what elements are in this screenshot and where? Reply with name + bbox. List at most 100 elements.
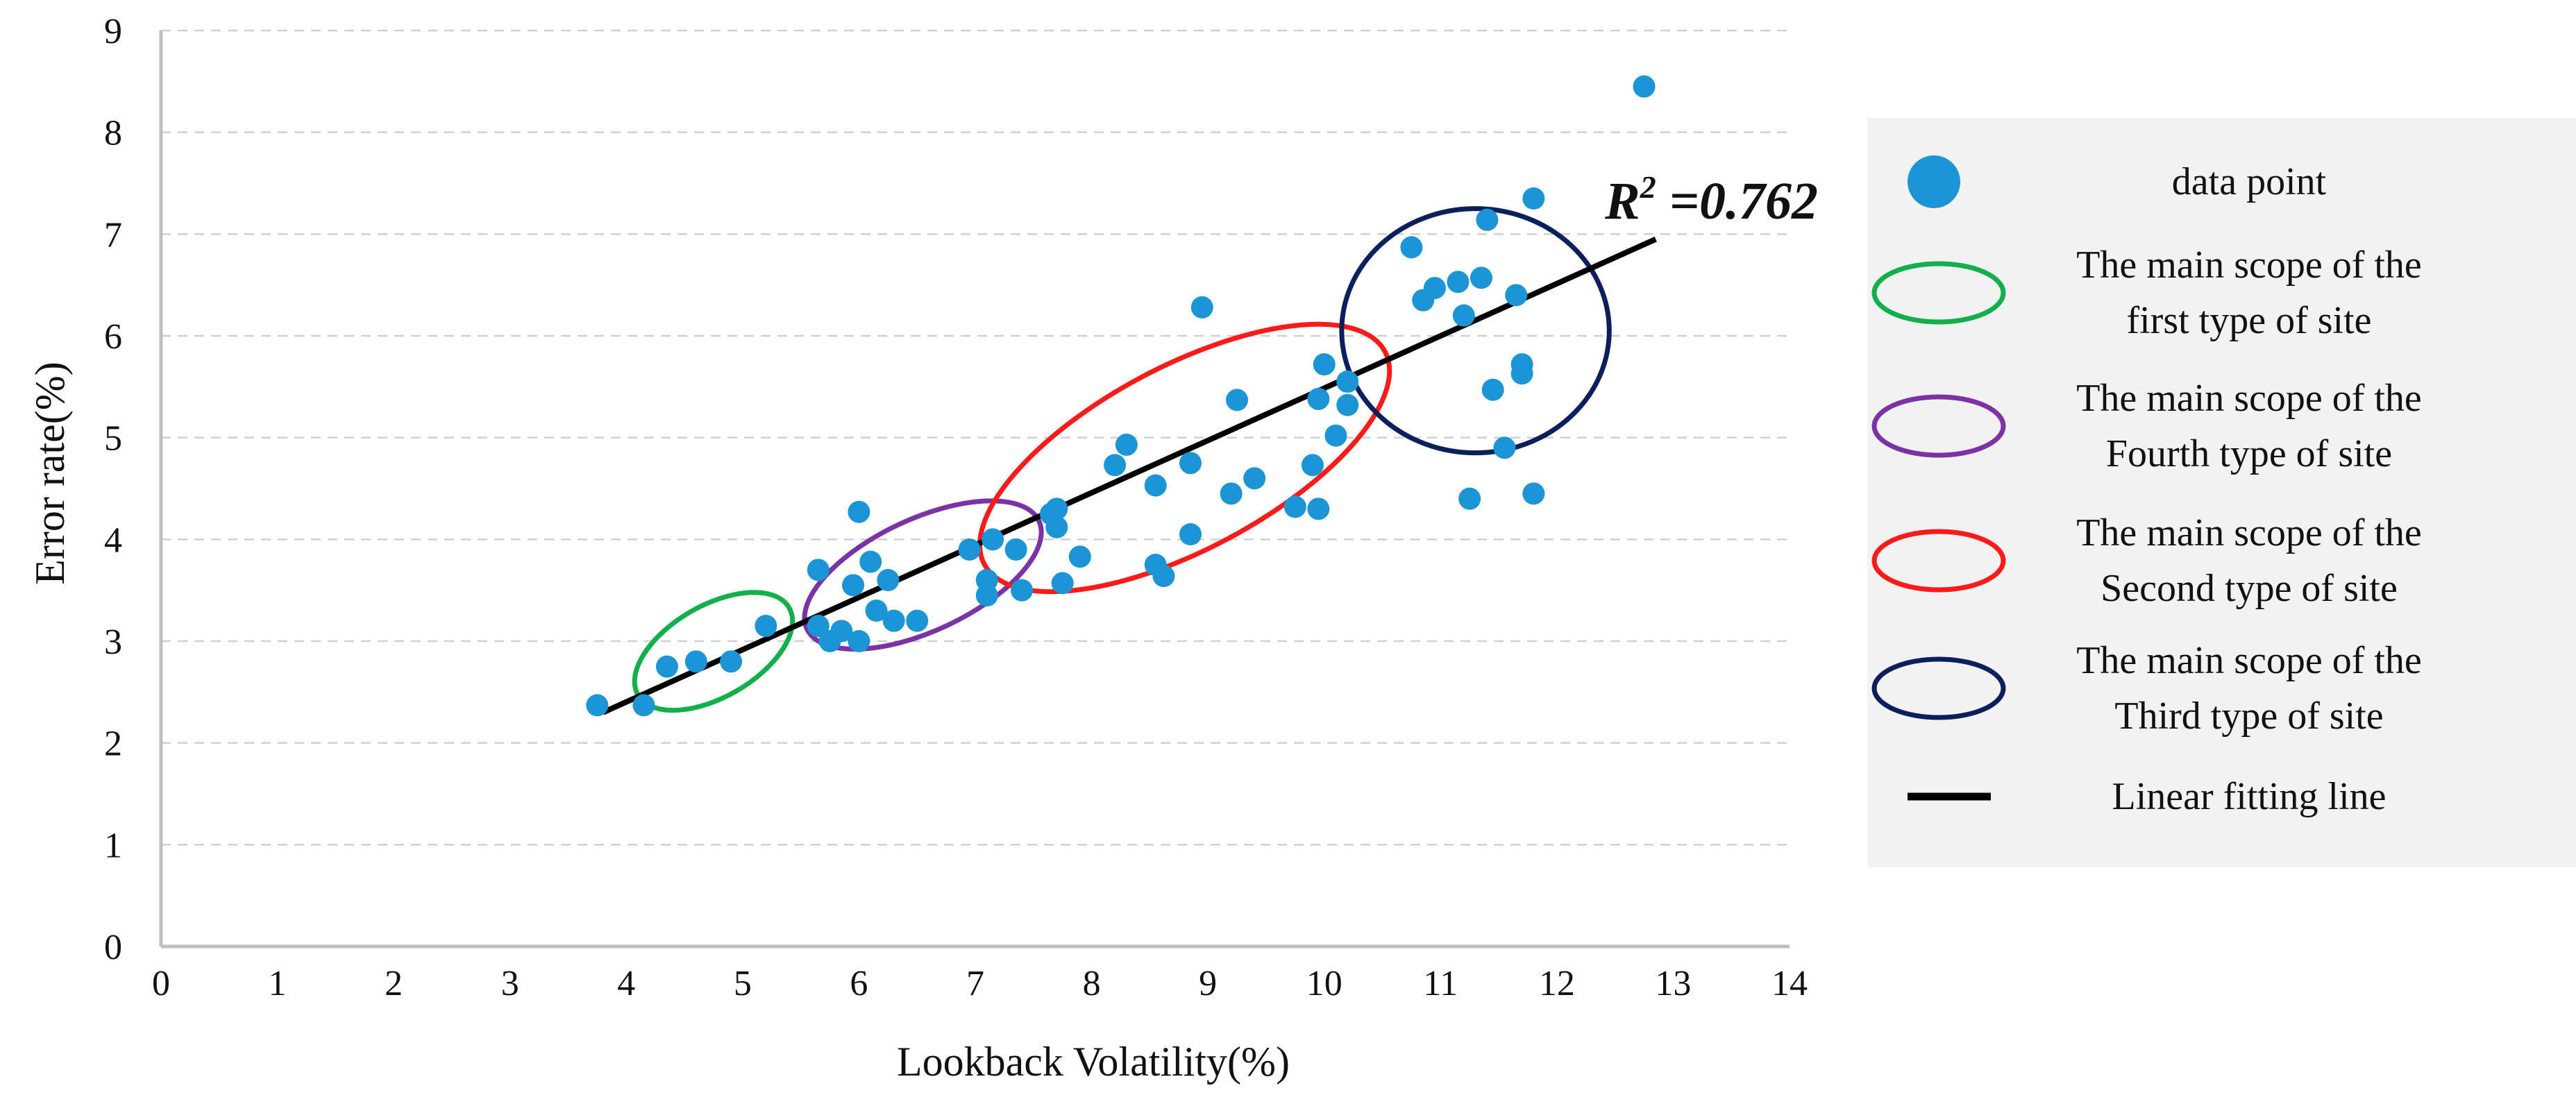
x-tick-label-11: 11: [1423, 964, 1458, 1003]
legend-linear-fit: Linear fitting line: [1908, 775, 2386, 818]
r-squared-annotation: R2 =0.762: [1604, 169, 1818, 230]
x-tick-label-14: 14: [1771, 964, 1808, 1003]
y-tick-label-7: 7: [104, 215, 122, 255]
x-tick-label-1: 1: [269, 964, 287, 1003]
data-point-30: [1115, 433, 1138, 456]
legend-linear-fit-label-0: Linear fitting line: [2112, 775, 2386, 818]
ellipse-third-type: [1339, 206, 1612, 456]
data-point-28: [1068, 545, 1091, 568]
x-tick-label-6: 6: [850, 964, 868, 1003]
data-point-10: [842, 574, 865, 597]
x-tick-label-9: 9: [1199, 964, 1217, 1003]
data-points: [586, 75, 1656, 717]
y-tick-label-2: 2: [104, 724, 122, 764]
data-point-19: [975, 569, 998, 591]
y-tick-label-9: 9: [104, 12, 122, 51]
data-point-48: [1400, 236, 1423, 259]
data-point-33: [1152, 565, 1175, 588]
data-point-27: [1051, 572, 1074, 595]
data-point-31: [1144, 474, 1167, 497]
data-point-57: [1493, 436, 1516, 459]
legend-third-type: The main scope of the Third type of site: [1871, 639, 2422, 738]
data-point-46: [1336, 393, 1359, 416]
data-point-5: [755, 615, 777, 637]
data-point-60: [1510, 362, 1533, 385]
legend-point-icon: [1908, 155, 1960, 208]
legend-fourth-type: The main scope of the Fourth type of site: [1871, 377, 2422, 475]
legend-fourth-type-icon: [1871, 394, 2006, 458]
y-tick-label-6: 6: [104, 317, 122, 357]
data-point-52: [1452, 304, 1475, 327]
data-point-51: [1447, 271, 1470, 294]
legend-first-type-label-1: first type of site: [2126, 299, 2371, 342]
r-squared-prefix: R: [1604, 172, 1640, 230]
x-tick-label-13: 13: [1655, 964, 1691, 1003]
legend-third-type-icon: [1871, 656, 2006, 720]
data-point-55: [1476, 208, 1499, 231]
legend-background: [1867, 118, 2576, 867]
data-point-12: [848, 630, 870, 652]
r-squared-sup: 2: [1640, 169, 1656, 205]
data-point-62: [1522, 482, 1545, 505]
x-tick-label-8: 8: [1083, 964, 1101, 1003]
data-point-9: [830, 620, 853, 643]
fit-line-group: [602, 237, 1657, 715]
x-tick-label-3: 3: [501, 964, 519, 1003]
y-tick-label-1: 1: [104, 826, 122, 865]
data-point-17: [906, 609, 929, 632]
x-tick-label-2: 2: [385, 964, 403, 1003]
data-point-47: [1336, 371, 1359, 393]
data-point-58: [1505, 284, 1528, 307]
data-point-38: [1226, 389, 1249, 411]
scope-ellipses: [632, 206, 1612, 713]
data-point-15: [877, 569, 900, 591]
legend-data-point-label-0: data point: [2172, 160, 2327, 203]
x-tick-label-7: 7: [966, 964, 984, 1003]
data-point-13: [859, 550, 882, 573]
data-point-0: [586, 694, 609, 717]
y-tick-label-3: 3: [104, 622, 122, 662]
data-point-7: [807, 615, 830, 637]
x-tick-label-12: 12: [1539, 964, 1575, 1003]
data-point-29: [1104, 454, 1127, 477]
x-tick-label-4: 4: [617, 964, 635, 1003]
ellipse-second-type: [977, 321, 1392, 595]
y-tick-label-5: 5: [104, 419, 122, 459]
data-point-14: [865, 600, 888, 622]
axes: [159, 31, 1790, 949]
data-point-63: [1633, 75, 1656, 98]
data-point-6: [807, 559, 830, 581]
data-point-40: [1283, 495, 1306, 518]
data-point-25: [1045, 498, 1068, 520]
legend-first-type-label-0: The main scope of the: [2076, 244, 2422, 287]
legend-first-type-icon: [1871, 261, 2006, 325]
data-point-41: [1301, 454, 1324, 477]
x-tick-label-5: 5: [734, 964, 752, 1003]
legend-third-type-label-0: The main scope of the: [2076, 639, 2422, 682]
legend-data-point: data point: [1908, 155, 2327, 208]
data-point-20: [975, 584, 998, 606]
data-point-35: [1179, 523, 1202, 545]
data-point-11: [848, 500, 870, 523]
data-point-21: [982, 528, 1004, 551]
x-axis-title: Lookback Volatility(%): [897, 1039, 1290, 1085]
data-point-53: [1458, 487, 1481, 510]
data-point-44: [1313, 353, 1336, 376]
legend-second-type-icon: [1871, 529, 2006, 593]
data-point-18: [958, 538, 981, 561]
legend-fourth-type-label-1: Fourth type of site: [2106, 432, 2392, 475]
data-point-36: [1190, 296, 1213, 318]
r-squared-value: =0.762: [1656, 172, 1818, 230]
data-point-22: [1004, 538, 1027, 561]
linear-fit-line: [602, 237, 1657, 715]
legend: data point The main scope of the first typ…: [1867, 118, 2576, 867]
data-point-50: [1423, 277, 1446, 300]
legend-third-type-label-1: Third type of site: [2114, 695, 2383, 738]
data-point-54: [1470, 266, 1492, 289]
y-axis-title: Error rate(%): [27, 362, 73, 584]
x-tick-label-10: 10: [1306, 964, 1342, 1003]
data-point-56: [1481, 378, 1504, 401]
